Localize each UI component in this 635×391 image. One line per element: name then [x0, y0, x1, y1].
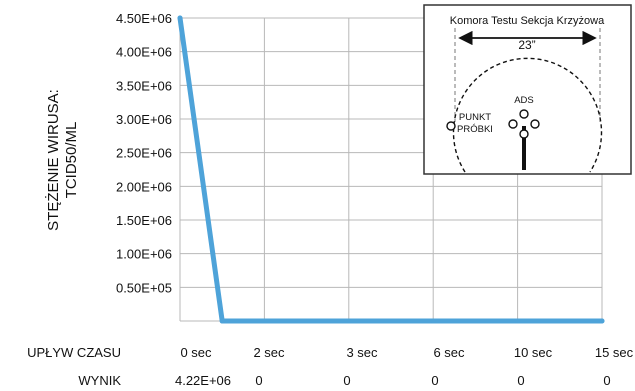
result-value: 0: [255, 373, 262, 388]
result-value: 0: [517, 373, 524, 388]
y-axis-label-line-1: STĘŻENIE WIRUSA:: [44, 89, 62, 231]
data-point: [515, 318, 521, 324]
chamber-inset-diagram: Komora Testu Sekcja Krzyżowa 23” PUNKT P…: [423, 4, 632, 175]
data-point: [599, 318, 605, 324]
series-line: [177, 15, 605, 324]
chamber-outline: [452, 57, 603, 173]
y-tick-label: 2.50E+06: [116, 146, 172, 161]
result-row: 4.22E+06 0 0 0 0 0: [175, 373, 611, 388]
x-category-label: 2 sec: [253, 345, 285, 360]
result-value: 0: [343, 373, 350, 388]
x-category-label: 10 sec: [514, 345, 553, 360]
data-point: [177, 15, 183, 21]
result-value: 0: [431, 373, 438, 388]
result-value: 0: [603, 373, 610, 388]
x-category-label: 15 sec: [595, 345, 634, 360]
data-point: [219, 318, 225, 324]
y-tick-label: 4.00E+06: [116, 45, 172, 60]
ads-label: ADS: [514, 95, 534, 106]
y-tick-label: 1.00E+06: [116, 247, 172, 262]
y-tick-label: 1.50E+06: [116, 213, 172, 228]
y-tick-label: 3.00E+06: [116, 112, 172, 127]
y-tick-label: 0.50E+05: [116, 280, 172, 295]
inset-title: Komora Testu Sekcja Krzyżowa: [450, 15, 605, 27]
data-point: [346, 318, 352, 324]
row-label-result: WYNIK: [78, 373, 121, 388]
y-tick-label: 3.50E+06: [116, 78, 172, 93]
data-point: [430, 318, 436, 324]
ads-sensor-icon: [508, 109, 540, 170]
y-tick-labels: 0.50E+05 1.00E+06 1.50E+06 2.00E+06 2.50E+06…: [116, 11, 172, 295]
y-tick-label: 4.50E+06: [116, 11, 172, 26]
x-category-label: 6 sec: [433, 345, 465, 360]
x-category-label: 3 sec: [346, 345, 378, 360]
result-value: 4.22E+06: [175, 373, 231, 388]
series-polyline: [177, 15, 605, 324]
x-category-label: 0 sec: [180, 345, 212, 360]
row-label-time: UPŁYW CZASU: [27, 345, 121, 360]
sample-point-label-1: PUNKT: [459, 112, 491, 123]
y-axis-label-line-2: TCID50/ML: [63, 122, 80, 199]
sample-point-label-2: PRÓBKI: [457, 124, 493, 135]
sample-point-icon: [446, 121, 456, 131]
y-tick-label: 2.00E+06: [116, 179, 172, 194]
dimension-label: 23”: [518, 38, 535, 52]
x-category-labels: 0 sec 2 sec 3 sec 6 sec 10 sec 15 sec: [180, 345, 633, 360]
